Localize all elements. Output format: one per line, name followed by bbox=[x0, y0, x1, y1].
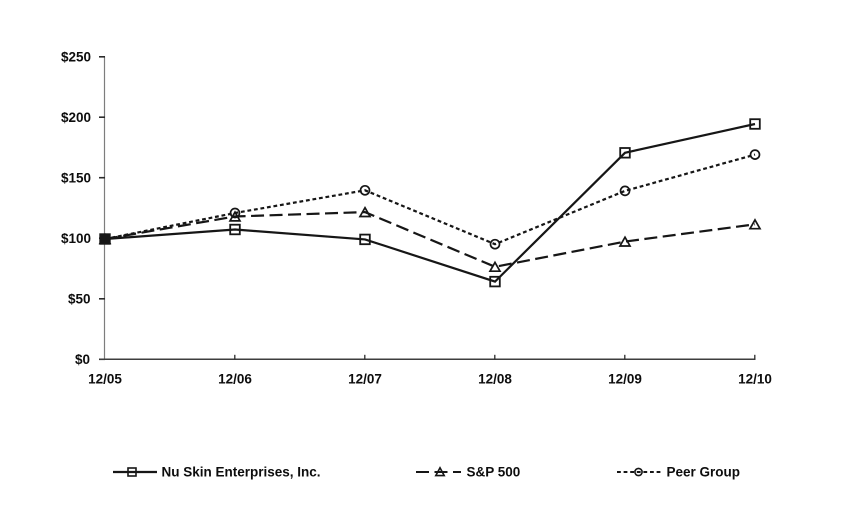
svg-text:$150: $150 bbox=[61, 171, 91, 186]
svg-text:Peer Group: Peer Group bbox=[667, 465, 741, 480]
svg-text:12/09: 12/09 bbox=[608, 372, 642, 387]
svg-text:12/08: 12/08 bbox=[478, 372, 512, 387]
svg-text:$250: $250 bbox=[61, 50, 91, 65]
svg-text:Nu Skin Enterprises, Inc.: Nu Skin Enterprises, Inc. bbox=[162, 465, 321, 480]
svg-text:12/06: 12/06 bbox=[218, 372, 252, 387]
svg-text:$50: $50 bbox=[68, 292, 91, 307]
svg-text:12/10: 12/10 bbox=[738, 372, 772, 387]
svg-text:$200: $200 bbox=[61, 110, 91, 125]
svg-text:$0: $0 bbox=[75, 352, 90, 367]
svg-text:S&P 500: S&P 500 bbox=[467, 465, 521, 480]
svg-text:12/05: 12/05 bbox=[88, 372, 122, 387]
svg-text:$100: $100 bbox=[61, 231, 91, 246]
svg-text:12/07: 12/07 bbox=[348, 372, 382, 387]
